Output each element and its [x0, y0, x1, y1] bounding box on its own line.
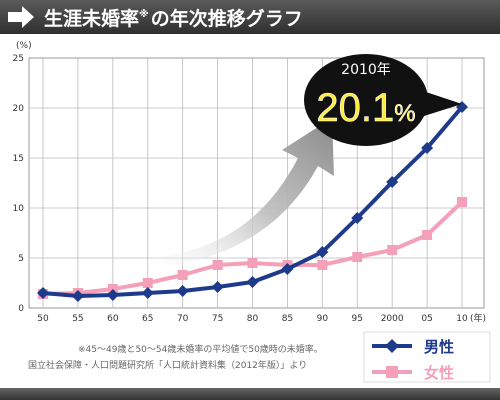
- callout-year: 2010年: [341, 62, 391, 78]
- x-tick-label: 10: [456, 314, 468, 324]
- y-tick-label: 5: [18, 254, 24, 264]
- data-point: [387, 245, 398, 255]
- data-point: [211, 281, 224, 293]
- svg-text:20.1%: 20.1%: [316, 86, 415, 130]
- data-point: [212, 260, 223, 270]
- x-tick-label: 95: [352, 314, 363, 324]
- y-tick-label: 10: [13, 204, 25, 214]
- arrow-right-icon: [8, 6, 34, 28]
- notes: ※45〜49歳と50〜54歳未婚率の平均値で50歳時の未婚率。 国立社会保障・人…: [28, 343, 323, 371]
- x-tick-label: 70: [177, 314, 189, 324]
- legend-marker-male: [385, 339, 399, 353]
- footer-bar: [0, 388, 500, 400]
- x-tick-label: 50: [37, 314, 49, 324]
- data-point: [352, 252, 363, 262]
- legend-label-female: 女性: [424, 364, 454, 382]
- chart-title-suffix: の年次推移グラフ: [151, 7, 303, 30]
- data-point: [421, 142, 434, 154]
- svg-text:生涯未婚率※の年次推移グラフ: 生涯未婚率※ の年次推移グラフ: [44, 7, 303, 30]
- callout-pointer: [420, 90, 462, 116]
- title-bar: [0, 0, 500, 34]
- note-line-2: 国立社会保障・人口問題研究所「人口統計資料集（2012年版）」より: [28, 359, 307, 371]
- data-point: [246, 276, 259, 288]
- data-point: [142, 278, 153, 288]
- legend-marker-female: [386, 366, 398, 378]
- title-group: 生涯未婚率※ の年次推移グラフ: [8, 6, 303, 30]
- x-tick-label: 05: [421, 314, 432, 324]
- data-point: [141, 287, 154, 299]
- legend: 男性 女性: [363, 331, 491, 383]
- data-point: [281, 263, 294, 275]
- y-tick-label: 15: [13, 154, 24, 164]
- data-point: [316, 246, 329, 258]
- data-point: [247, 258, 258, 268]
- callout: 2010年 20.1%: [304, 54, 462, 146]
- data-point: [106, 289, 119, 301]
- chart-title: 生涯未婚率: [44, 7, 139, 30]
- legend-label-male: 男性: [424, 338, 454, 356]
- y-tick-label: 25: [13, 54, 24, 64]
- x-tick-label: 90: [317, 314, 329, 324]
- note-line-1: ※45〜49歳と50〜54歳未婚率の平均値で50歳時の未婚率。: [78, 343, 323, 355]
- trend-arrow-icon: [150, 118, 334, 268]
- y-unit-label: (%): [16, 41, 32, 51]
- x-tick-label: 75: [212, 314, 223, 324]
- x-tick-label: 80: [247, 314, 259, 324]
- x-tick-label: 2000: [381, 314, 404, 324]
- data-point: [176, 285, 189, 297]
- x-tick-label: 60: [107, 314, 119, 324]
- data-point: [386, 176, 399, 188]
- data-point: [457, 197, 467, 207]
- data-point: [177, 270, 188, 280]
- callout-value: 20.1: [316, 86, 394, 130]
- series-male: [37, 101, 468, 302]
- data-point: [37, 287, 49, 299]
- x-tick-label: 65: [142, 314, 153, 324]
- y-tick-label: 0: [18, 304, 24, 314]
- title-mark: ※: [139, 8, 149, 20]
- callout-bubble: [304, 54, 428, 146]
- data-point: [351, 212, 364, 224]
- x-tick-label: 55: [72, 314, 83, 324]
- series-layer: [37, 101, 468, 302]
- x-unit-label: (年): [470, 312, 486, 324]
- data-point: [317, 260, 328, 270]
- x-tick-label: 85: [282, 314, 293, 324]
- y-tick-label: 20: [13, 104, 25, 114]
- data-point: [422, 230, 433, 240]
- callout-value-unit: %: [394, 100, 415, 127]
- data-point: [71, 290, 84, 302]
